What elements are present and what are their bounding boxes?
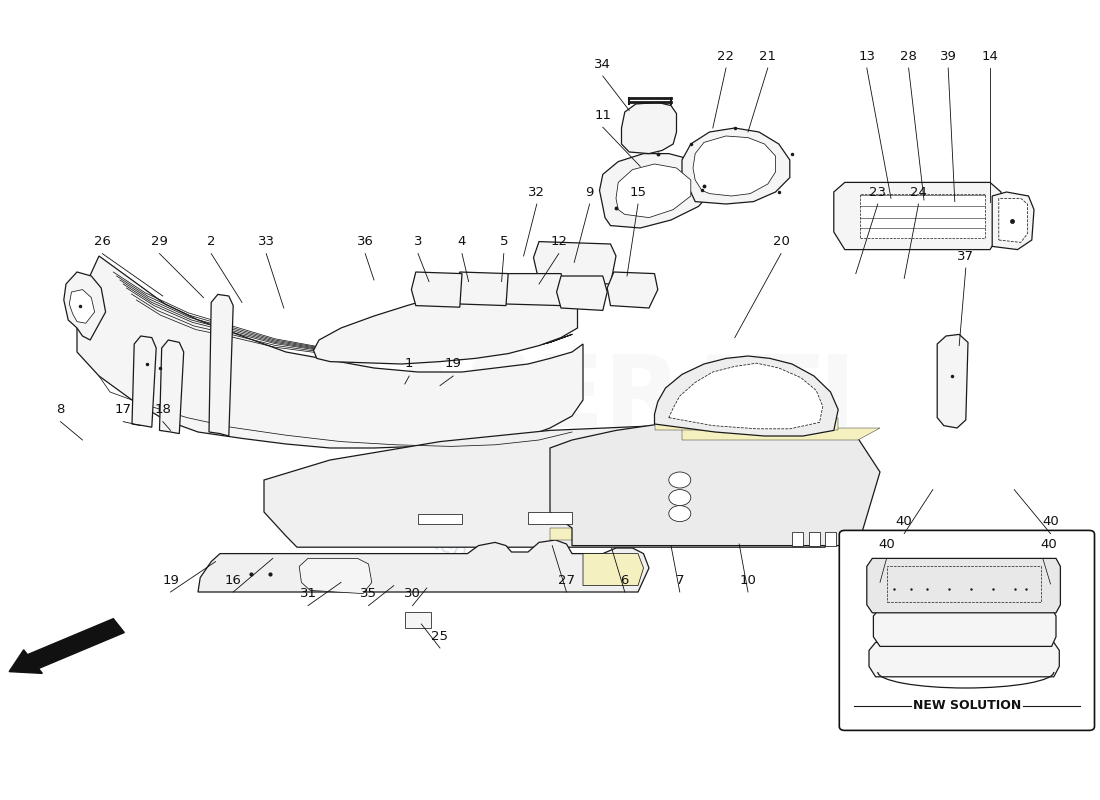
Text: 30: 30: [404, 587, 421, 600]
Polygon shape: [132, 336, 156, 427]
Polygon shape: [860, 194, 984, 238]
Text: 39: 39: [939, 50, 957, 62]
Text: 37: 37: [957, 250, 975, 262]
Polygon shape: [654, 356, 838, 436]
Polygon shape: [616, 164, 691, 218]
Polygon shape: [693, 136, 776, 196]
Polygon shape: [264, 426, 847, 547]
Polygon shape: [682, 128, 790, 204]
Text: 40: 40: [1040, 538, 1057, 550]
Polygon shape: [867, 558, 1060, 613]
Polygon shape: [583, 554, 643, 586]
Text: 9: 9: [585, 186, 594, 198]
Text: MASERATI: MASERATI: [287, 351, 857, 449]
Text: 27: 27: [558, 574, 575, 586]
Text: 15: 15: [629, 186, 647, 198]
Text: 32: 32: [528, 186, 546, 198]
Text: 12: 12: [550, 235, 568, 248]
Text: 21: 21: [759, 50, 777, 62]
Text: 34: 34: [594, 58, 612, 70]
Polygon shape: [69, 290, 95, 323]
Text: 13: 13: [858, 50, 876, 62]
Text: 5: 5: [499, 235, 508, 248]
Bar: [887, 566, 1041, 602]
Polygon shape: [825, 532, 836, 546]
Polygon shape: [198, 540, 649, 592]
Text: 28: 28: [900, 50, 917, 62]
Polygon shape: [937, 334, 968, 428]
Text: 36: 36: [356, 235, 374, 248]
Text: 16: 16: [224, 574, 242, 586]
Polygon shape: [808, 532, 820, 546]
Polygon shape: [534, 242, 616, 284]
Text: 17: 17: [114, 403, 132, 416]
Text: 11: 11: [594, 109, 612, 122]
Polygon shape: [502, 274, 565, 306]
Text: 19: 19: [444, 358, 462, 370]
Polygon shape: [77, 256, 583, 448]
Text: 40: 40: [895, 515, 913, 528]
Text: 2: 2: [207, 235, 216, 248]
Text: NEW SOLUTION: NEW SOLUTION: [913, 699, 1021, 712]
Polygon shape: [209, 294, 233, 436]
Polygon shape: [607, 272, 658, 308]
Polygon shape: [405, 612, 431, 628]
Polygon shape: [834, 182, 1001, 250]
Text: 1: 1: [405, 358, 414, 370]
Text: a passionateparts.com: a passionateparts.com: [324, 494, 556, 594]
Polygon shape: [869, 642, 1059, 677]
Polygon shape: [455, 272, 508, 306]
Text: 19: 19: [162, 574, 179, 586]
Polygon shape: [64, 272, 106, 340]
Polygon shape: [160, 340, 184, 434]
Polygon shape: [550, 422, 880, 546]
Text: 6: 6: [620, 574, 629, 586]
Text: 7: 7: [675, 574, 684, 586]
Polygon shape: [682, 428, 880, 440]
Polygon shape: [411, 272, 462, 307]
Polygon shape: [873, 608, 1056, 646]
Text: 24: 24: [910, 186, 927, 198]
Polygon shape: [557, 276, 607, 310]
Text: 26: 26: [94, 235, 111, 248]
Polygon shape: [669, 363, 823, 429]
Polygon shape: [842, 532, 852, 546]
Text: 10: 10: [739, 574, 757, 586]
Circle shape: [669, 506, 691, 522]
Text: 4: 4: [458, 235, 466, 248]
FancyArrow shape: [9, 618, 124, 674]
Polygon shape: [528, 512, 572, 524]
Text: 33: 33: [257, 235, 275, 248]
Text: 14: 14: [981, 50, 999, 62]
Polygon shape: [418, 514, 462, 524]
Polygon shape: [550, 528, 847, 540]
Text: 8: 8: [56, 403, 65, 416]
Polygon shape: [299, 558, 372, 594]
Polygon shape: [654, 418, 838, 430]
Polygon shape: [792, 532, 803, 546]
Text: 3: 3: [414, 235, 422, 248]
Circle shape: [669, 472, 691, 488]
Text: 40: 40: [1042, 515, 1059, 528]
Text: 40: 40: [878, 538, 895, 550]
Text: 31: 31: [299, 587, 317, 600]
Text: 29: 29: [151, 235, 168, 248]
Text: 35: 35: [360, 587, 377, 600]
Polygon shape: [600, 154, 713, 228]
Text: 18: 18: [154, 403, 172, 416]
Polygon shape: [999, 198, 1027, 242]
Text: 20: 20: [772, 235, 790, 248]
Polygon shape: [621, 102, 676, 154]
Polygon shape: [992, 192, 1034, 250]
Text: 23: 23: [869, 186, 887, 198]
FancyBboxPatch shape: [839, 530, 1094, 730]
Text: 22: 22: [717, 50, 735, 62]
Polygon shape: [314, 286, 578, 364]
Text: 25: 25: [431, 630, 449, 642]
Circle shape: [669, 490, 691, 506]
